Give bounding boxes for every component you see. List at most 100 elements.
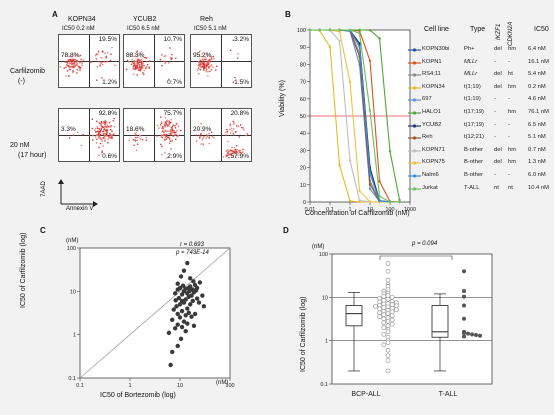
legend-type: B-other xyxy=(464,159,484,166)
legend-swatch xyxy=(408,186,421,191)
scatter-point xyxy=(183,329,188,334)
legend-row: RS4;11 MLLr del ht 5.4 nM xyxy=(408,71,554,79)
legend-cell-line: KOPN1 xyxy=(422,58,442,65)
quadrant-ul-percent: 95.2% xyxy=(193,52,212,59)
scatter-point xyxy=(173,298,178,303)
quadrant-ur-percent: 92.8% xyxy=(98,110,117,117)
y-tick-label: 80 xyxy=(300,62,306,68)
scatter-point xyxy=(185,260,190,266)
quadrant-ul-percent: 18.6% xyxy=(126,126,145,133)
t-all-point xyxy=(462,331,466,336)
legend-swatch-dot xyxy=(412,123,417,128)
t-all-point xyxy=(462,316,466,321)
viability-line xyxy=(309,29,400,203)
legend-ic50: 6.4 nM xyxy=(528,46,546,52)
scatter-point xyxy=(187,288,192,294)
flow-row-label: Carfilzomib xyxy=(10,68,46,75)
scatter-point xyxy=(185,306,190,311)
legend-swatch xyxy=(408,98,421,102)
panel-a-axis-arrows xyxy=(58,179,98,207)
legend-ikzf1: - xyxy=(494,121,496,128)
legend-cdkn2a: nt xyxy=(508,184,513,191)
legend-swatch xyxy=(408,136,421,140)
bcp-all-point xyxy=(381,342,387,348)
flow-cytometry-plot: 20.9% 20.8% 57.9% xyxy=(190,108,252,162)
y-tick-label: 1 xyxy=(73,333,76,339)
legend-swatch xyxy=(408,48,421,52)
panel-a-label: A xyxy=(52,10,58,19)
bcp-all-point xyxy=(385,277,391,283)
scatter-point xyxy=(188,284,193,289)
scatter-point xyxy=(181,268,187,273)
legend-cell-line: KOPN71 xyxy=(422,146,445,153)
legend-ic50: 6.5 nM xyxy=(528,121,546,128)
legend-swatch xyxy=(408,161,421,165)
legend-header-cdkn2a: CDKN2A xyxy=(508,21,514,46)
t-all-point xyxy=(474,333,478,338)
legend-swatch xyxy=(408,174,421,178)
legend-ikzf1: del xyxy=(494,46,502,52)
quadrant-lr-percent: 1.2% xyxy=(102,79,117,86)
scatter-point xyxy=(181,300,187,305)
viability-point xyxy=(368,59,372,62)
panel-b-label: B xyxy=(285,10,291,19)
scatter-point xyxy=(197,280,203,285)
legend-cell-line: KOPN75 xyxy=(422,159,445,166)
viability-point xyxy=(388,200,392,204)
legend-row: KOPN75 B-other del hm 1.3 nM xyxy=(408,159,554,167)
legend-swatch-dot xyxy=(412,186,417,191)
legend-cell-line: Reh xyxy=(422,134,433,141)
flow-event-cloud xyxy=(127,116,182,160)
significance-bracket xyxy=(379,255,453,260)
legend-swatch-dot xyxy=(412,149,417,153)
legend-cdkn2a: hm xyxy=(508,146,517,153)
legend-header-cellline: Cell line xyxy=(424,26,449,33)
legend-cdkn2a: ht xyxy=(508,71,513,78)
quadrant-ul-percent: 20.9% xyxy=(193,126,212,133)
bcp-all-point xyxy=(377,314,382,319)
flow-column-title: Reh xyxy=(200,16,213,23)
bcp-all-point xyxy=(385,268,391,274)
bcp-all-point xyxy=(385,293,391,298)
legend-ic50: 5.4 nM xyxy=(528,71,546,78)
y-tick-label: 90 xyxy=(300,45,306,51)
legend-type: t(17;19) xyxy=(464,121,484,128)
boxplot-ylabel: IC50 of Carfilzomib (log) xyxy=(300,296,307,372)
gate-horizontal-line xyxy=(191,61,251,62)
flow-column-title: KOPN34 xyxy=(68,16,96,23)
legend-ic50: 5.1 nM xyxy=(528,134,546,141)
viability-point xyxy=(368,182,372,186)
legend-swatch xyxy=(408,123,421,128)
viability-point xyxy=(318,28,321,32)
flow-row-label: 20 nM xyxy=(10,142,30,149)
bcp-all-point xyxy=(394,303,399,309)
x-tick-label: 100 xyxy=(385,207,394,213)
x-tick-label: 1 xyxy=(348,207,351,213)
legend-ikzf1: - xyxy=(494,134,496,141)
y-tick-label: 10 xyxy=(70,289,76,295)
legend-swatch xyxy=(408,149,421,153)
viability-point xyxy=(348,159,352,162)
x-tick-label: 0.01 xyxy=(305,207,316,213)
scatter-point xyxy=(188,302,193,307)
legend-cdkn2a: - xyxy=(508,96,510,103)
legend-cdkn2a: - xyxy=(508,121,510,128)
legend-cell-line: KOPN34 xyxy=(422,83,445,90)
y-tick-label: 40 xyxy=(300,131,306,137)
viability-point xyxy=(378,37,381,40)
bcp-all-point xyxy=(385,318,391,324)
flow-column-ic50: IC50 6.5 nM xyxy=(127,26,160,32)
legend-swatch-dot xyxy=(412,111,417,115)
legend-ikzf1: del xyxy=(494,159,502,166)
legend-cdkn2a: hm xyxy=(508,83,517,90)
viability-point xyxy=(358,45,361,49)
viability-point xyxy=(388,150,392,153)
quadrant-ur-percent: 20.8% xyxy=(230,110,249,117)
scatter-point xyxy=(196,300,202,305)
legend-type: Ph+ xyxy=(464,46,475,52)
viability-point xyxy=(338,163,341,167)
legend-ikzf1: - xyxy=(494,109,496,115)
scatter-point xyxy=(179,324,185,330)
scatter-point xyxy=(171,307,176,312)
